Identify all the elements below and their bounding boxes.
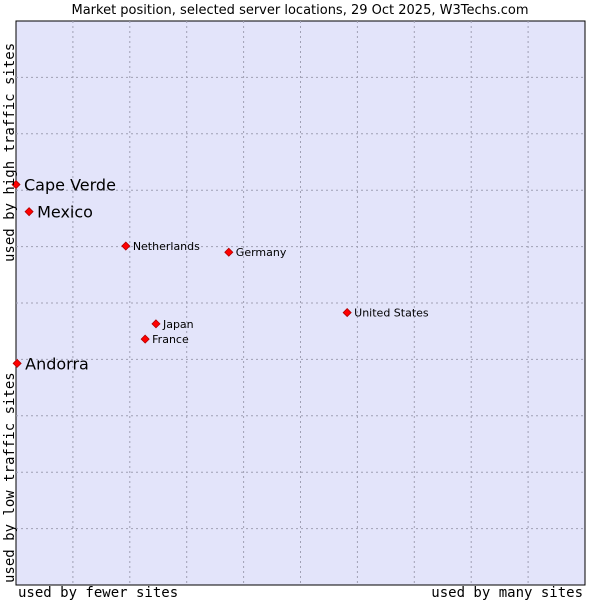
data-point-label: Japan [162,318,194,331]
data-point-marker [151,319,161,329]
data-point-label: Andorra [25,354,89,373]
data-point-marker [12,358,22,368]
data-point-label: France [152,333,189,346]
data-point-label: Netherlands [133,240,200,253]
chart-title: Market position, selected server locatio… [71,3,528,18]
data-point-marker [11,179,21,190]
data-point-marker [224,247,234,257]
y-axis-label-high: used by high traffic sites [2,43,18,262]
data-point-label: Mexico [37,203,93,222]
data-point-marker [342,308,352,318]
y-axis-label-low: used by low traffic sites [2,372,18,583]
data-point-marker [24,207,34,217]
data-point-label: Germany [236,246,287,259]
x-axis-label-low: used by fewer sites [18,585,178,600]
data-points: Cape Verde Mexico Netherlands Germany United… [11,176,429,373]
data-point-marker [140,334,150,344]
data-point-label: Cape Verde [24,176,116,195]
grid-lines [16,21,585,585]
data-point-marker [121,241,131,251]
x-axis-label-high: used by many sites [431,585,583,600]
data-point-label: United States [354,307,429,320]
